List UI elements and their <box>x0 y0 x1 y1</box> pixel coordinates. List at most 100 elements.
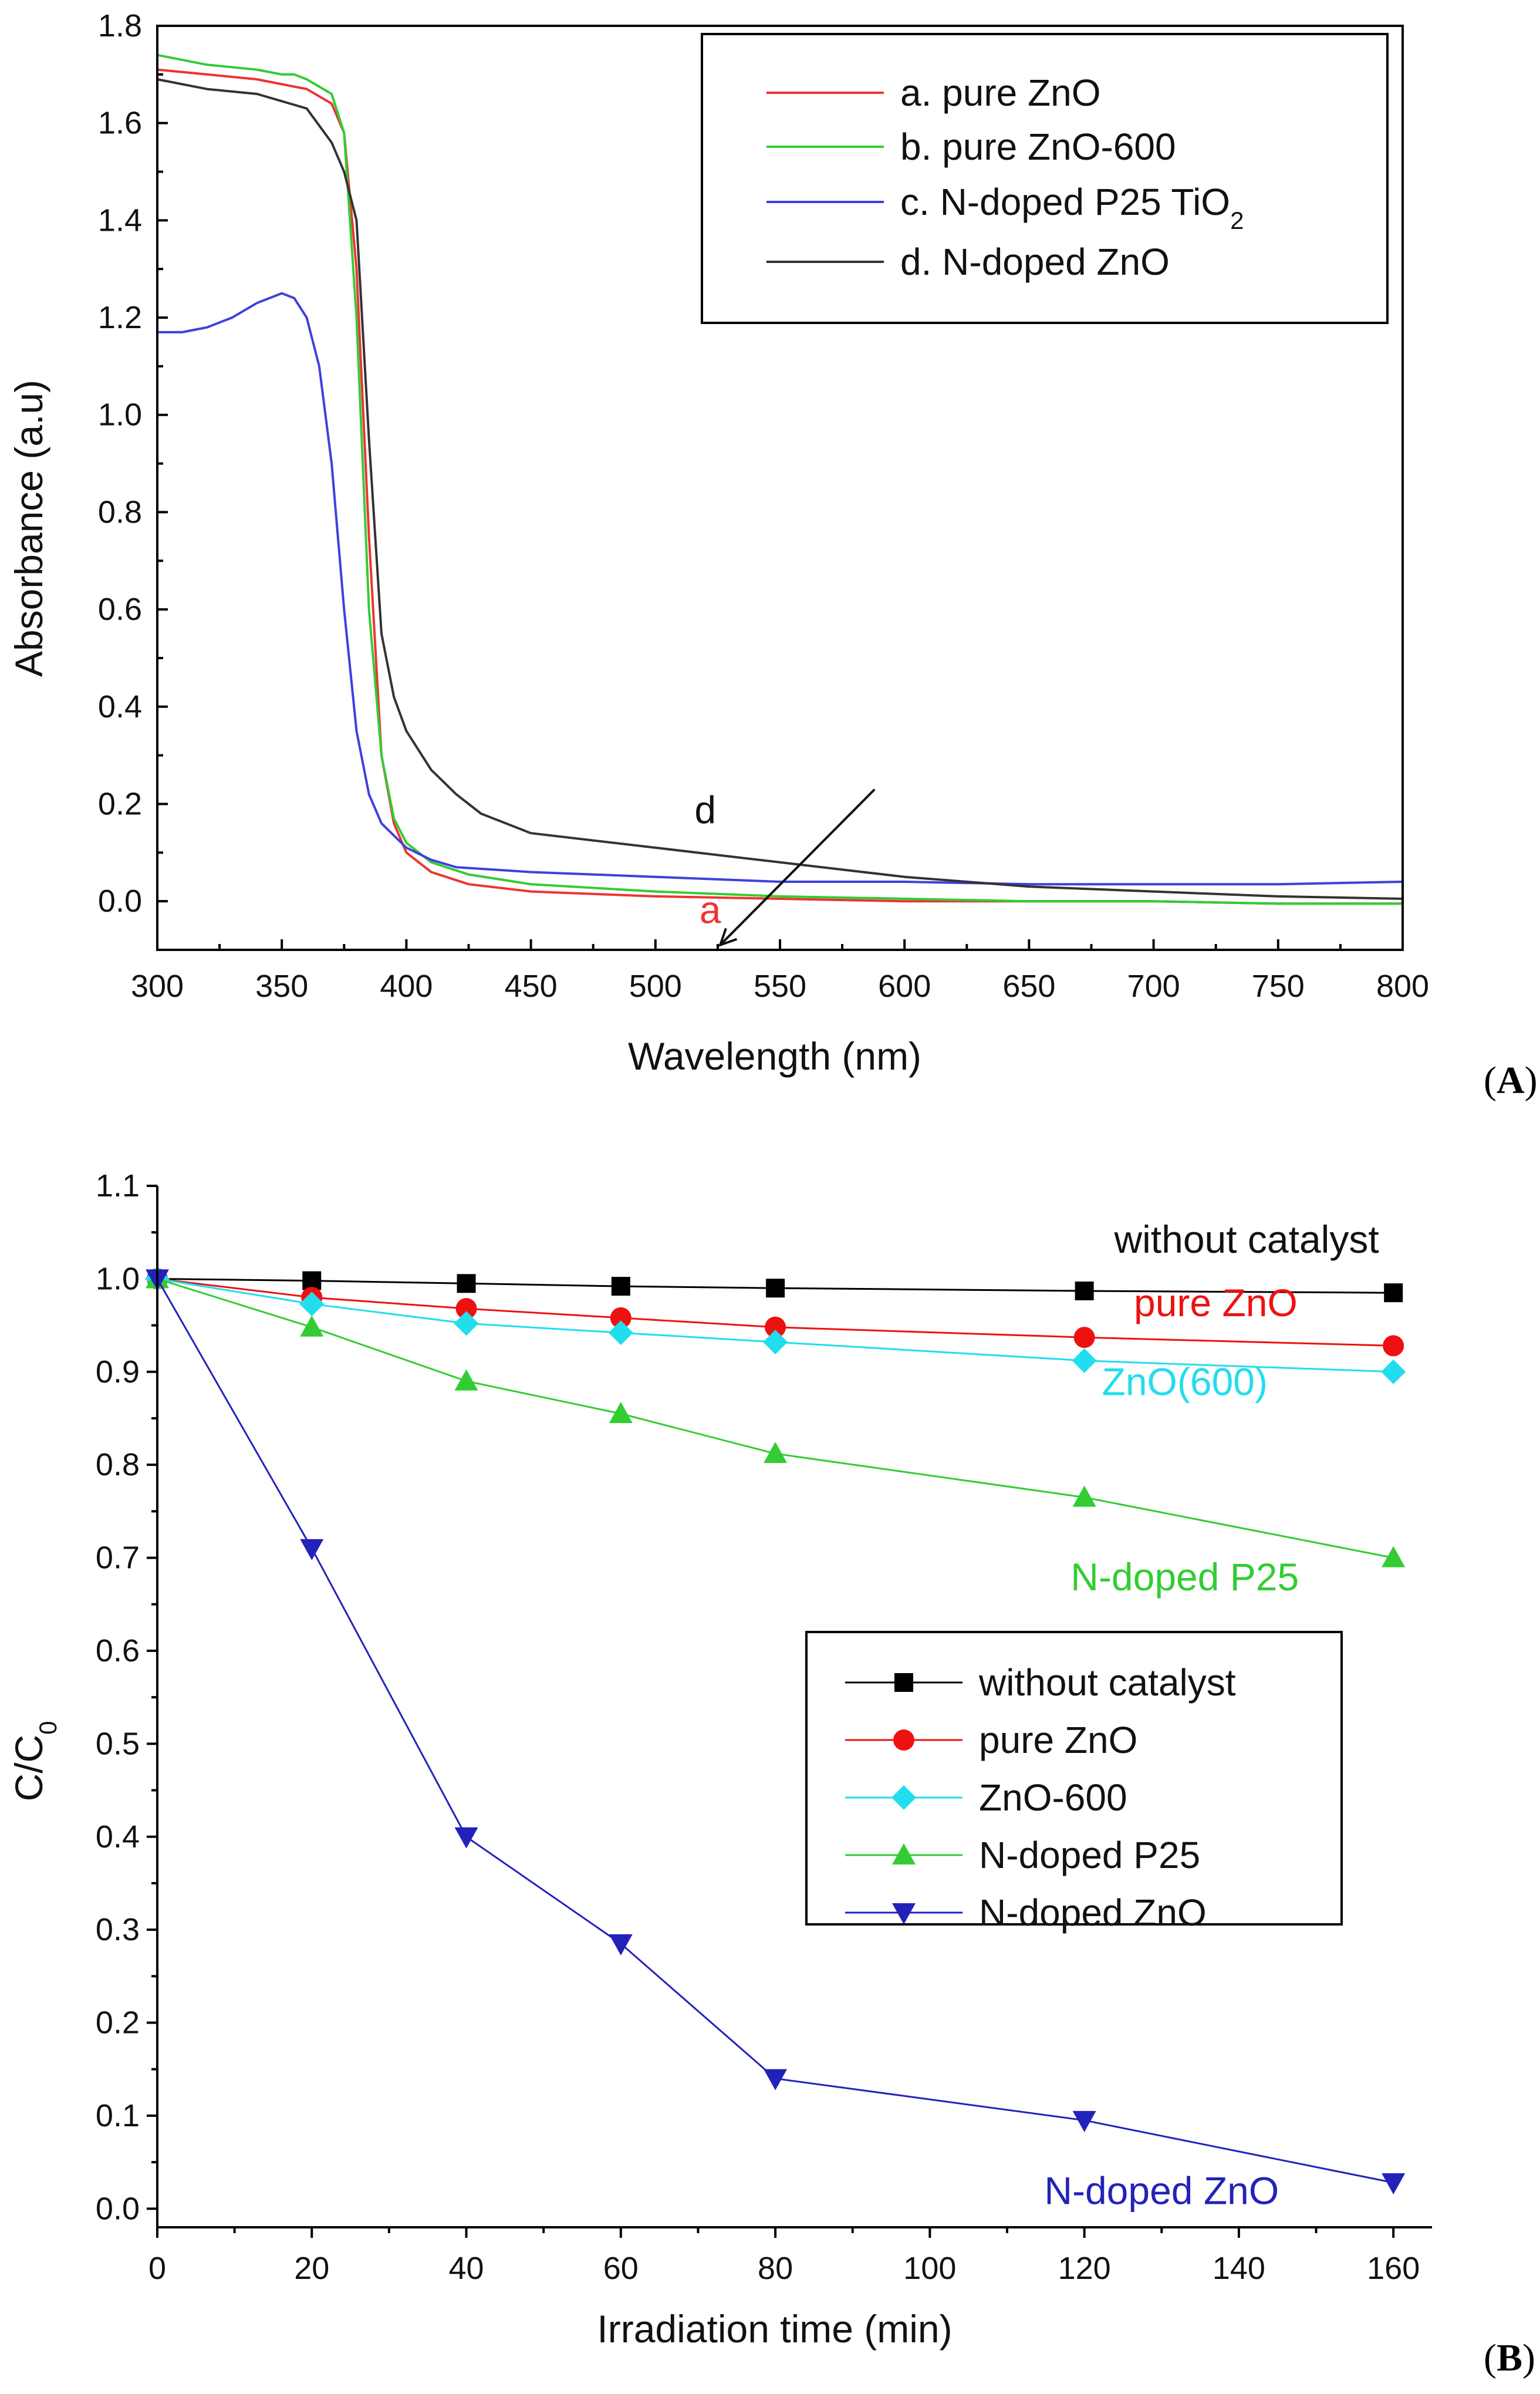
panel-b-y-tick-label: 0.3 <box>96 1912 140 1947</box>
panel-b-y-axis-title-subscript: 0 <box>34 1721 62 1734</box>
panel-a-x-tick-label: 400 <box>380 969 433 1004</box>
panel-b-point-zno-600 <box>608 1320 633 1346</box>
panel-b-label: (B) <box>1484 2336 1535 2379</box>
panel-a-annotation-a: a <box>700 888 721 931</box>
panel-b-annotation-without-catalyst: without catalyst <box>1113 1218 1379 1261</box>
panel-b-y-tick-label: 0.7 <box>96 1540 140 1576</box>
panel-a-tick-labels: 300 350 400 450 500 550 600 650 700 750 800 0.0 0.2 0… <box>98 8 1429 1004</box>
panel-b-label-letter: B <box>1497 2336 1522 2379</box>
panel-b-point-without-catalyst <box>457 1274 476 1293</box>
legend-label-n-doped-p25-subscript: 2 <box>1230 207 1244 234</box>
panel-b-annotation-pure-zno: pure ZnO <box>1134 1281 1298 1324</box>
panel-b-x-tick-label: 120 <box>1058 2251 1111 2286</box>
panel-b-y-tick-label: 0.1 <box>96 2098 140 2133</box>
panel-b-point-n-doped-p25 <box>300 1315 324 1337</box>
legend-marker-n-doped-zno <box>892 1903 916 1924</box>
panel-b-y-tick-label: 0.6 <box>96 1633 140 1668</box>
legend-marker-without-catalyst <box>894 1673 913 1692</box>
panel-a-x-tick-label: 600 <box>878 969 931 1004</box>
panel-b-y-tick-label: 0.5 <box>96 1726 140 1761</box>
panel-b-annotation-zno-600: ZnO(600) <box>1102 1360 1268 1403</box>
panel-a-x-tick-label: 700 <box>1127 969 1180 1004</box>
panel-a-y-tick-label: 0.8 <box>98 494 142 530</box>
panel-b-point-n-doped-p25 <box>764 1442 788 1464</box>
panel-a-y-tick-label: 0.4 <box>98 689 142 724</box>
panel-a-y-tick-label: 1.2 <box>98 300 142 335</box>
panel-b-point-n-doped-p25 <box>609 1402 633 1424</box>
panel-a-x-tick-label: 350 <box>255 969 308 1004</box>
panel-b-point-n-doped-zno <box>609 1934 633 1955</box>
panel-b-point-n-doped-zno <box>300 1539 324 1560</box>
panel-a-y-axis-title: Absorbance (a.u) <box>7 380 50 677</box>
panel-b-point-pure-zno <box>455 1298 477 1320</box>
panel-b-point-pure-zno <box>765 1316 786 1338</box>
panel-b-point-n-doped-zno <box>1072 2110 1096 2132</box>
panel-b-axes <box>156 1186 1432 2228</box>
legend-marker-zno-600 <box>891 1785 916 1810</box>
panel-b-point-n-doped-p25 <box>1072 1485 1096 1507</box>
panel-b-label-close: ) <box>1522 2336 1535 2379</box>
legend-marker-pure-zno <box>893 1729 914 1751</box>
legend-label-pure-zno: a. pure ZnO <box>900 72 1101 114</box>
panel-b-point-n-doped-p25 <box>454 1369 478 1391</box>
panel-b-point-without-catalyst <box>1075 1281 1094 1300</box>
panel-b-point-pure-zno <box>610 1307 631 1328</box>
panel-a-x-tick-label: 550 <box>754 969 806 1004</box>
legend-label-n-doped-p25-main: c. N-doped P25 TiO <box>900 181 1230 223</box>
panel-b-point-n-doped-zno <box>1382 2173 1406 2194</box>
panel-b-y-tick-label: 0.9 <box>96 1354 140 1390</box>
panel-a-annotation-d: d <box>694 788 716 832</box>
panel-b-point-n-doped-zno <box>764 2069 788 2090</box>
panel-b-degradation-chart: 0 20 40 60 80 100 120 140 160 0.0 0.1 0.2 0.3 0.4 0.5 0… <box>7 1168 1535 2379</box>
panel-a-label-open: ( <box>1484 1059 1497 1102</box>
panel-a-y-tick-label: 0.2 <box>98 786 142 821</box>
panel-b-x-tick-label: 100 <box>903 2251 956 2286</box>
legend-label-zno-600: ZnO-600 <box>979 1776 1127 1819</box>
panel-b-ticks <box>147 1185 1395 2238</box>
panel-b-point-without-catalyst <box>766 1279 785 1298</box>
panel-a-x-axis-title: Wavelength (nm) <box>628 1034 921 1078</box>
panel-a-y-tick-label: 1.4 <box>98 203 142 238</box>
panel-a-y-tick-label: 1.6 <box>98 106 142 141</box>
legend-marker-n-doped-p25 <box>892 1843 916 1864</box>
panel-a-y-tick-label: 0.6 <box>98 592 142 627</box>
panel-b-point-without-catalyst <box>1384 1283 1403 1303</box>
panel-b-point-n-doped-zno <box>454 1827 478 1849</box>
panel-a-annotations: da <box>694 788 876 947</box>
legend-label-n-doped-p25: c. N-doped P25 TiO2 <box>900 181 1244 234</box>
panel-b-x-axis-title: Irradiation time (min) <box>597 2307 952 2351</box>
panel-a-y-tick-label: 1.0 <box>98 397 142 433</box>
panel-b-x-tick-label: 160 <box>1367 2251 1420 2286</box>
panel-b-x-tick-label: 40 <box>449 2251 484 2286</box>
panel-a-x-tick-label: 750 <box>1252 969 1305 1004</box>
panel-b-point-n-doped-p25 <box>1382 1546 1406 1567</box>
legend-label-pure-zno: pure ZnO <box>979 1719 1137 1761</box>
panel-a-plot-frame <box>156 25 1404 951</box>
panel-a-arrow-shaft <box>719 788 876 946</box>
legend-label-n-doped-p25: N-doped P25 <box>979 1834 1200 1876</box>
panel-b-point-zno-600 <box>299 1292 325 1317</box>
panel-b-tick-labels: 0 20 40 60 80 100 120 140 160 0.0 0.1 0.2 0.3 0.4 0.5 0… <box>96 1168 1420 2286</box>
panel-b-point-zno-600 <box>763 1330 788 1355</box>
panel-a-x-tick-label: 800 <box>1376 969 1429 1004</box>
panel-a-arrow-head <box>718 928 738 947</box>
panel-a-x-tick-label: 300 <box>131 969 184 1004</box>
panel-b-x-tick-label: 60 <box>603 2251 639 2286</box>
panel-a-x-tick-label: 450 <box>505 969 558 1004</box>
panel-a-y-tick-label: 0.0 <box>98 884 142 919</box>
panel-b-x-tick-label: 80 <box>758 2251 793 2286</box>
panel-a-x-tick-label: 500 <box>629 969 682 1004</box>
legend-label-n-doped-zno: d. N-doped ZnO <box>900 241 1170 283</box>
panel-b-point-zno-600 <box>454 1311 479 1336</box>
panel-a-series-b-pure-zno-600 <box>157 53 1403 905</box>
panel-a-series-c-n-doped-p25-tio2 <box>157 292 1403 886</box>
panel-b-y-tick-label: 1.0 <box>96 1261 140 1296</box>
panel-b-annotation-n-doped-zno: N-doped ZnO <box>1044 2169 1279 2212</box>
panel-a-label-close: ) <box>1525 1059 1538 1102</box>
legend-label-pure-zno-600: b. pure ZnO-600 <box>900 126 1176 168</box>
panel-b-point-zno-600 <box>1381 1359 1406 1384</box>
panel-b-y-tick-label: 0.4 <box>96 1819 140 1854</box>
panel-a-label: (A) <box>1484 1059 1538 1102</box>
